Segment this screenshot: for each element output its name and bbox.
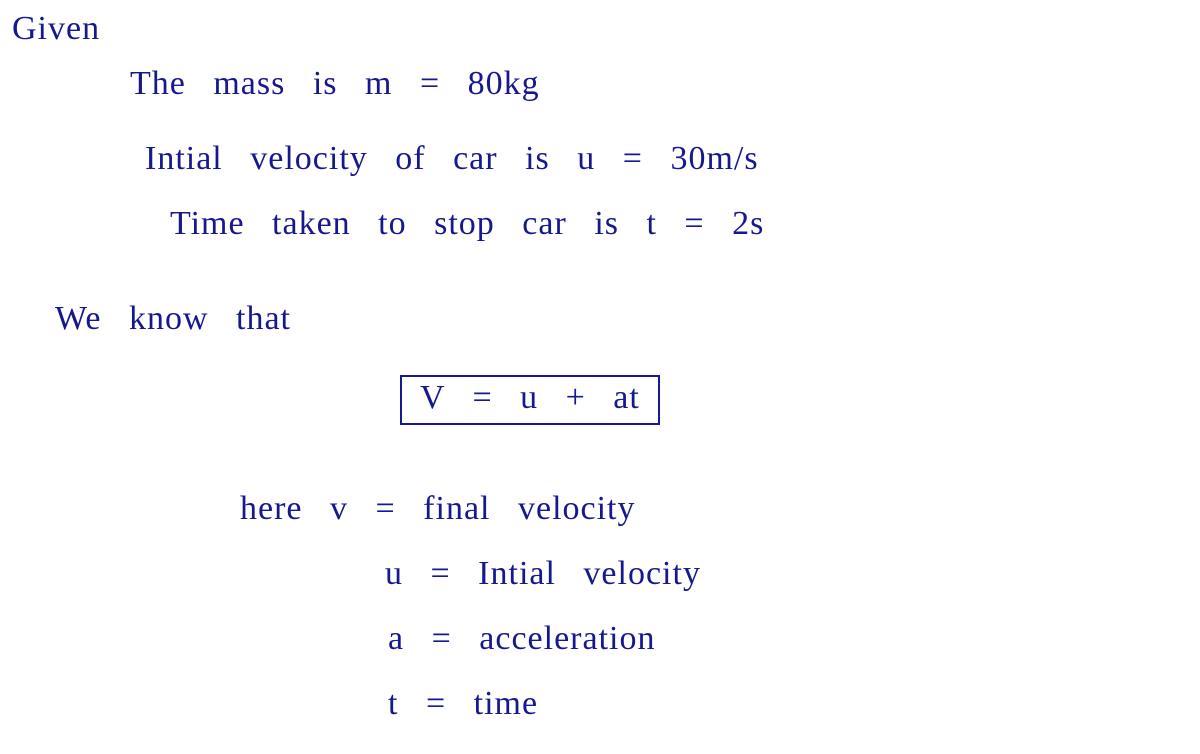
text-mass: The mass is m = 80kg [130, 65, 540, 103]
text-u-initial-velocity: u = Intial velocity [385, 555, 701, 593]
text-we-know-that: We know that [55, 300, 291, 338]
text-a-acceleration: a = acceleration [388, 620, 655, 658]
text-here-v-final-velocity: here v = final velocity [240, 490, 636, 528]
equation-box-vuat: V = u + at [400, 375, 660, 425]
handwritten-page: Given The mass is m = 80kg Intial veloci… [0, 0, 1200, 754]
text-initial-velocity: Intial velocity of car is u = 30m/s [145, 140, 759, 178]
text-t-time: t = time [388, 685, 538, 723]
text-given: Given [12, 10, 100, 48]
text-time-taken: Time taken to stop car is t = 2s [170, 205, 764, 243]
